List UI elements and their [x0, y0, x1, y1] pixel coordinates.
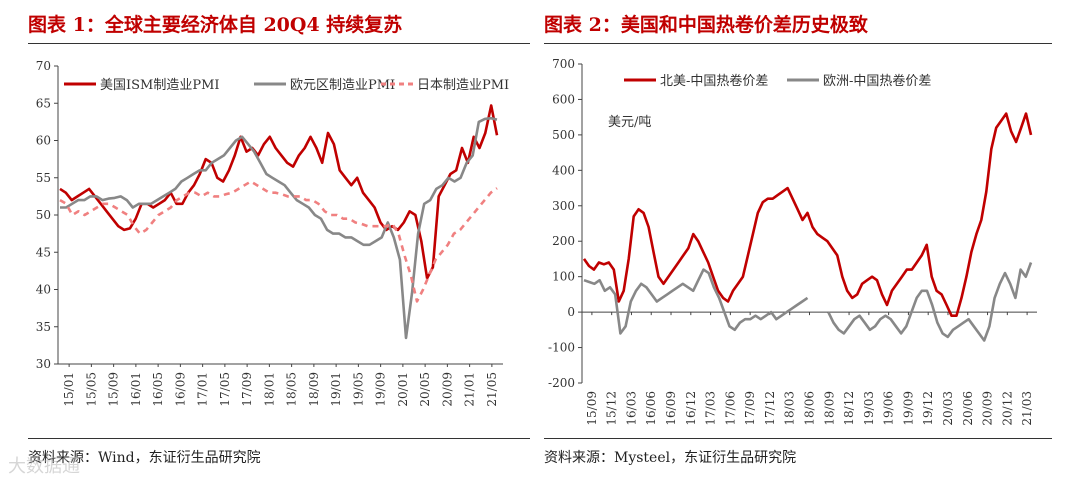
- left-x-tick-label: 19/09: [374, 372, 388, 407]
- left-x-tick-label: 19/01: [329, 372, 343, 407]
- right-x-tick-label: 17/09: [743, 391, 757, 426]
- left-line-chart: 30 35 40 45 50 55 60 65 70 15/01 15/05 15/09 16/01 16…: [36, 59, 509, 407]
- right-x-tick-label: 20/09: [981, 391, 995, 426]
- left-x-tick-label: 20/01: [396, 372, 410, 407]
- right-chart-title: 图表 2：美国和中国热卷价差历史极致: [544, 14, 868, 36]
- watermark: 大数据通: [8, 456, 80, 477]
- right-series-line-1: [827, 262, 1033, 342]
- left-y-tick-label: 35: [36, 320, 51, 334]
- left-x-tick-label: 18/01: [262, 372, 276, 407]
- right-x-tick-label: 15/09: [585, 391, 599, 426]
- right-series-line-1: [583, 268, 809, 335]
- left-x-tick-label: 18/05: [285, 372, 299, 407]
- left-x-tick-label: 19/05: [351, 372, 365, 407]
- right-x-tick-label: 17/06: [723, 391, 737, 426]
- right-x-tick-label: 18/03: [783, 391, 797, 426]
- left-x-tick-label: 15/09: [107, 372, 121, 407]
- left-x-tick-label: 17/05: [218, 372, 232, 407]
- right-x-tick-label: 18/09: [822, 391, 836, 426]
- right-x-tick-label: 16/09: [664, 391, 678, 426]
- left-x-tick-label: 17/09: [240, 372, 254, 407]
- left-x-tick-label: 21/01: [463, 372, 477, 407]
- left-y-tick-label: 55: [36, 171, 51, 185]
- right-y-tick-label: 400: [552, 163, 575, 177]
- right-source: 资料来源：Mysteel，东证衍生品研究院: [544, 450, 797, 466]
- right-legend-label-0: 北美-中国热卷价差: [660, 73, 768, 89]
- left-x-tick-label: 20/05: [418, 372, 432, 407]
- right-x-tick-label: 21/03: [1020, 391, 1034, 426]
- right-x-tick-label: 17/12: [763, 391, 777, 426]
- left-x-tick-label: 20/09: [440, 372, 454, 407]
- left-y-tick-label: 40: [36, 283, 51, 297]
- left-y-tick-label: 45: [36, 245, 51, 259]
- right-y-tick-label: 0: [567, 305, 575, 319]
- right-line-chart: 700 600 500 400 300 200 100 0 -100 -200 15/09 15/12…: [548, 57, 1037, 426]
- left-title-rule: [28, 43, 530, 44]
- left-y-tick-label: 30: [36, 357, 51, 371]
- right-x-tick-label: 16/03: [624, 391, 638, 426]
- right-y-tick-label: 500: [552, 128, 575, 142]
- left-x-tick-label: 17/01: [196, 372, 210, 407]
- left-x-tick-label: 18/09: [307, 372, 321, 407]
- right-x-tick-label: 15/12: [605, 391, 619, 426]
- right-series-line-0: [582, 112, 1033, 318]
- left-chart-title: 图表 1：全球主要经济体自 20Q4 持续复苏: [28, 14, 403, 36]
- left-legend-label-1: 欧元区制造业PMI: [290, 78, 395, 93]
- left-x-tick-label: 15/05: [84, 372, 98, 407]
- left-legend-label-2: 日本制造业PMI: [417, 78, 509, 93]
- left-source-rule: [28, 438, 530, 439]
- right-y-tick-label: 700: [552, 57, 575, 71]
- left-series-line-0: [59, 104, 499, 280]
- right-x-tick-label: 20/12: [1000, 391, 1014, 426]
- right-legend-label-1: 欧洲-中国热卷价差: [823, 73, 931, 89]
- right-title-rule: [544, 43, 1052, 44]
- left-x-tick-label: 15/01: [62, 372, 76, 407]
- right-x-tick-label: 19/09: [901, 391, 915, 426]
- left-y-tick-label: 70: [36, 59, 51, 73]
- right-y-tick-label: 100: [552, 270, 575, 284]
- right-x-tick-label: 19/03: [862, 391, 876, 426]
- right-x-tick-label: 19/06: [882, 391, 896, 426]
- right-x-tick-label: 20/03: [941, 391, 955, 426]
- right-x-tick-label: 17/03: [704, 391, 718, 426]
- right-unit-label: 美元/吨: [608, 115, 651, 130]
- right-y-tick-label: 200: [552, 234, 575, 248]
- left-series-line-1: [60, 116, 498, 340]
- right-y-tick-label: -100: [548, 341, 575, 355]
- left-x-tick-label: 21/05: [485, 372, 499, 407]
- right-x-tick-label: 16/12: [684, 391, 698, 426]
- right-x-tick-label: 16/06: [644, 391, 658, 426]
- right-source-rule: [544, 438, 1052, 439]
- left-legend-label-0: 美国ISM制造业PMI: [100, 78, 220, 93]
- right-x-tick-label: 19/12: [921, 391, 935, 426]
- left-x-tick-label: 16/09: [173, 372, 187, 407]
- left-y-tick-label: 65: [36, 96, 51, 110]
- left-source: 资料来源：Wind，东证衍生品研究院: [28, 450, 261, 466]
- left-y-tick-label: 50: [36, 208, 51, 222]
- left-y-tick-label: 60: [36, 134, 51, 148]
- right-y-tick-label: 300: [552, 199, 575, 213]
- right-x-tick-label: 18/12: [842, 391, 856, 426]
- right-y-tick-label: 600: [552, 92, 575, 106]
- right-x-tick-label: 20/06: [961, 391, 975, 426]
- right-y-tick-label: -200: [548, 376, 575, 390]
- right-x-tick-label: 18/06: [803, 391, 817, 426]
- left-x-tick-label: 16/01: [129, 372, 143, 407]
- left-x-tick-label: 16/05: [151, 372, 165, 407]
